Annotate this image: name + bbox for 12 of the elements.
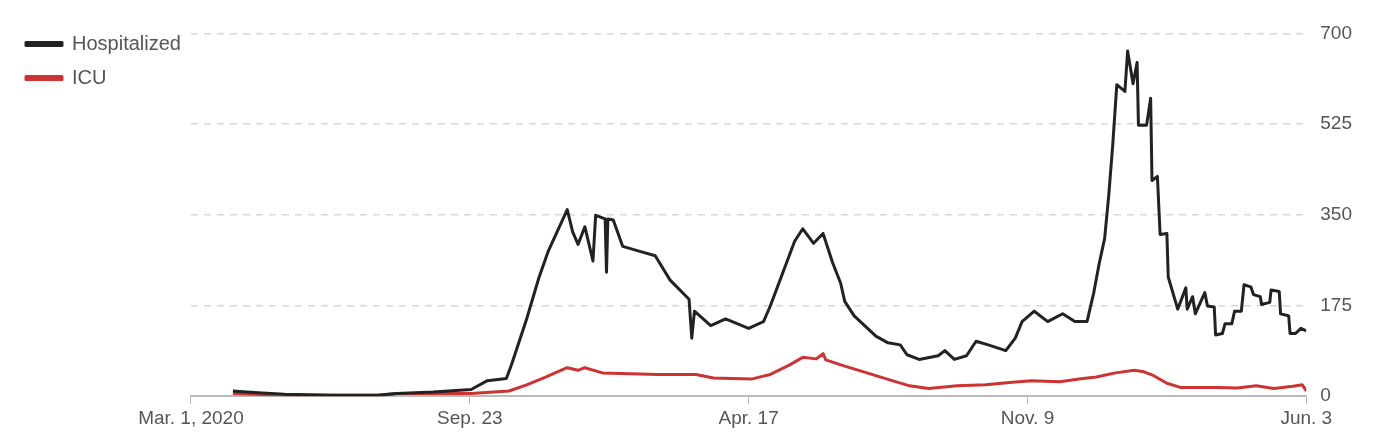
y-tick-label: 0: [1320, 384, 1331, 406]
x-tick-label: Nov. 9: [1000, 406, 1055, 428]
y-tick-label: 175: [1320, 293, 1352, 315]
x-tick-label: Jun. 3: [1280, 406, 1333, 428]
legend-label: ICU: [72, 65, 107, 88]
y-tick-label: 700: [1320, 21, 1352, 43]
x-tick-label: Apr. 17: [718, 406, 779, 428]
y-tick-label: 350: [1320, 203, 1352, 225]
x-tick-label: Sep. 23: [437, 406, 503, 428]
legend-label: Hospitalized: [72, 31, 181, 54]
x-tick-label: Mar. 1, 2020: [138, 406, 244, 428]
y-tick-label: 525: [1320, 112, 1352, 134]
